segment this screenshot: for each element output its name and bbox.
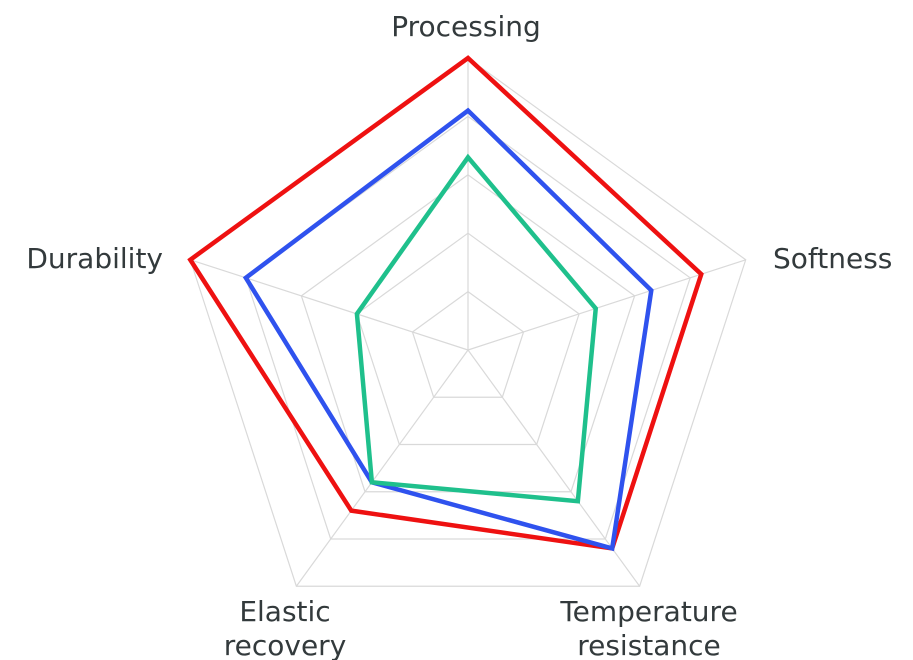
grid-ring [411,290,525,398]
grid-ring [356,232,580,446]
axis-labels: Processing Softness Temperature resistance E… [26,10,892,660]
axis-label-line: Elastic [239,595,330,628]
axis-label: Durability [26,242,163,275]
series-layer [187,55,704,552]
axis-spoke [295,349,469,587]
series-1-polygon [187,55,704,551]
axis-label-line: Processing [391,10,541,43]
axis-spoke [467,259,746,351]
series-3-polygon [354,153,599,504]
axis-label-line: Softness [773,242,892,275]
axis-label: Temperature resistance [559,595,737,660]
axis-label-line: Temperature [559,595,737,628]
axis-label-line: resistance [577,629,721,660]
axis-label-line: Durability [26,242,163,275]
axis-label-line: recovery [224,629,347,660]
axis-spoke [190,259,469,351]
axis-label: Processing [391,10,541,43]
series-2-polygon [242,107,654,552]
axis-label: Softness [773,242,892,275]
axis-label: Elastic recovery [224,595,347,660]
grid [189,57,747,587]
